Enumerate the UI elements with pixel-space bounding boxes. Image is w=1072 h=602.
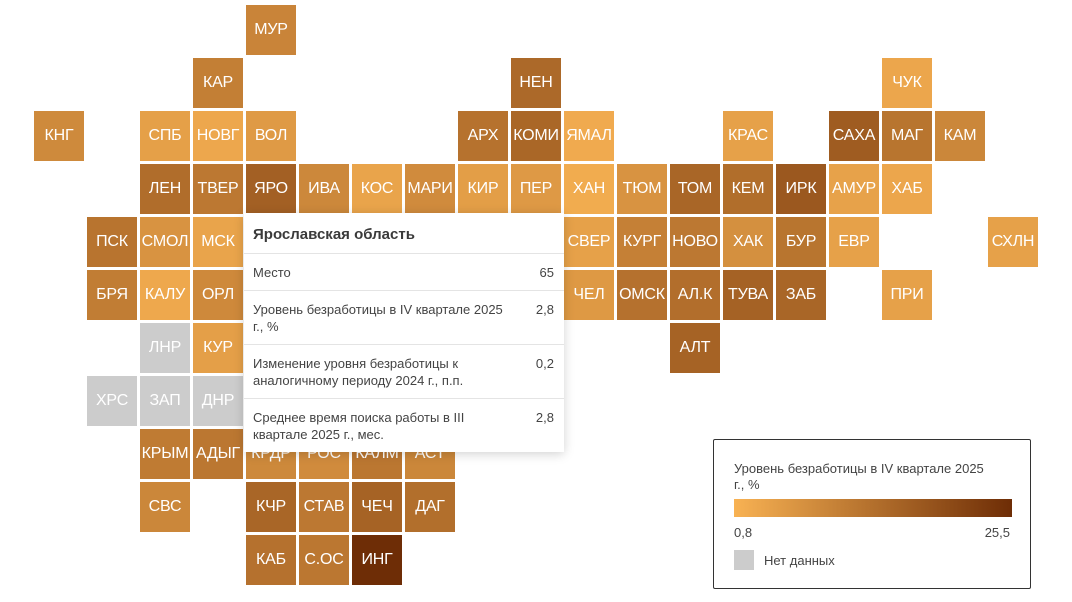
region-tooltip: Ярославская область Место 65 Уровень без…	[244, 213, 564, 452]
region-tile[interactable]: СХЛН	[988, 217, 1038, 267]
legend-max-label: 25,5	[984, 525, 1010, 540]
legend-title: Уровень безработицы в IV квартале 2025 г…	[734, 461, 984, 492]
region-tile[interactable]: ПРИ	[882, 270, 932, 320]
region-tile[interactable]: ИВА	[299, 164, 349, 214]
region-tile[interactable]: ЯРО	[246, 164, 296, 214]
region-tile[interactable]: ТУВА	[723, 270, 773, 320]
region-tile[interactable]: СВС	[140, 482, 190, 532]
region-tile[interactable]: ТЮМ	[617, 164, 667, 214]
region-tile[interactable]: КУРГ	[617, 217, 667, 267]
region-tile[interactable]: МАРИ	[405, 164, 455, 214]
region-tile[interactable]: АМУР	[829, 164, 879, 214]
tooltip-row-label: Изменение уровня безработицы к аналогичн…	[253, 356, 464, 388]
region-tile[interactable]: ЧЕЧ	[352, 482, 402, 532]
region-tile[interactable]: КЧР	[246, 482, 296, 532]
region-tile[interactable]: КУР	[193, 323, 243, 373]
region-tile[interactable]: АЛТ	[670, 323, 720, 373]
region-tile[interactable]: КАМ	[935, 111, 985, 161]
region-tile[interactable]: АДЫГ	[193, 429, 243, 479]
region-tile[interactable]: МУР	[246, 5, 296, 55]
region-tile[interactable]: ДАГ	[405, 482, 455, 532]
region-tile[interactable]: ЛНР	[140, 323, 190, 373]
region-tile[interactable]: ЕВР	[829, 217, 879, 267]
region-tile[interactable]: КРЫМ	[140, 429, 190, 479]
region-tile[interactable]: КОМИ	[511, 111, 561, 161]
region-tile[interactable]: НОВГ	[193, 111, 243, 161]
region-tile[interactable]: НЕН	[511, 58, 561, 108]
tooltip-row-search-time: Среднее время поиска работы в III кварта…	[244, 399, 564, 452]
region-tile[interactable]: ЯМАЛ	[564, 111, 614, 161]
region-tile[interactable]: ИРК	[776, 164, 826, 214]
region-tile[interactable]: ЗАБ	[776, 270, 826, 320]
region-tile[interactable]: ТОМ	[670, 164, 720, 214]
region-tile[interactable]: ОМСК	[617, 270, 667, 320]
region-tile[interactable]: КАР	[193, 58, 243, 108]
region-tile[interactable]: СМОЛ	[140, 217, 190, 267]
tooltip-row-value: 0,2	[535, 356, 554, 371]
tooltip-row-label: Среднее время поиска работы в III кварта…	[253, 410, 465, 442]
region-tile[interactable]: ХАК	[723, 217, 773, 267]
region-tile[interactable]: ЧУК	[882, 58, 932, 108]
region-tile[interactable]: ЛЕН	[140, 164, 190, 214]
region-tile[interactable]: СВЕР	[564, 217, 614, 267]
region-tile[interactable]: БУР	[776, 217, 826, 267]
region-tile[interactable]: КНГ	[34, 111, 84, 161]
tooltip-row-rank: Место 65	[244, 254, 564, 291]
no-data-swatch	[734, 550, 754, 570]
region-tile[interactable]: ПЕР	[511, 164, 561, 214]
region-tile[interactable]: ЗАП	[140, 376, 190, 426]
region-tile[interactable]: КАЛУ	[140, 270, 190, 320]
tooltip-row-label: Уровень безработицы в IV квартале 2025 г…	[253, 302, 503, 334]
legend-min-label: 0,8	[734, 525, 753, 540]
legend-color-scale	[734, 499, 1012, 517]
region-tile[interactable]: АЛ.К	[670, 270, 720, 320]
region-tile[interactable]: КИР	[458, 164, 508, 214]
region-tile[interactable]: НОВО	[670, 217, 720, 267]
tooltip-row-label: Место	[253, 265, 291, 280]
region-tile[interactable]: КЕМ	[723, 164, 773, 214]
region-tile[interactable]: СТАВ	[299, 482, 349, 532]
region-tile[interactable]: ВОЛ	[246, 111, 296, 161]
no-data-label: Нет данных	[764, 553, 835, 568]
tooltip-row-value: 65	[539, 265, 554, 280]
region-tile[interactable]: СПБ	[140, 111, 190, 161]
region-tile[interactable]: КАБ	[246, 535, 296, 585]
region-tile[interactable]: АРХ	[458, 111, 508, 161]
region-tile[interactable]: САХА	[829, 111, 879, 161]
tooltip-row-value: 2,8	[535, 410, 554, 425]
region-tile[interactable]: ТВЕР	[193, 164, 243, 214]
region-tile[interactable]: КРАС	[723, 111, 773, 161]
region-tile[interactable]: БРЯ	[87, 270, 137, 320]
region-tile[interactable]: ЧЕЛ	[564, 270, 614, 320]
tooltip-row-value: 2,8	[535, 302, 554, 317]
region-tile[interactable]: ХАН	[564, 164, 614, 214]
region-tile[interactable]: С.ОС	[299, 535, 349, 585]
region-tile[interactable]: ПСК	[87, 217, 137, 267]
region-tile[interactable]: ИНГ	[352, 535, 402, 585]
region-tile[interactable]: ДНР	[193, 376, 243, 426]
map-legend: Уровень безработицы в IV квартале 2025 г…	[713, 439, 1031, 589]
region-tile[interactable]: МАГ	[882, 111, 932, 161]
tooltip-row-change: Изменение уровня безработицы к аналогичн…	[244, 345, 564, 399]
region-tile[interactable]: КОС	[352, 164, 402, 214]
tooltip-title: Ярославская область	[244, 213, 564, 254]
region-tile[interactable]: ОРЛ	[193, 270, 243, 320]
region-tile[interactable]: ХАБ	[882, 164, 932, 214]
tooltip-row-unemployment: Уровень безработицы в IV квартале 2025 г…	[244, 291, 564, 345]
region-tile[interactable]: ХРС	[87, 376, 137, 426]
region-tile[interactable]: МСК	[193, 217, 243, 267]
